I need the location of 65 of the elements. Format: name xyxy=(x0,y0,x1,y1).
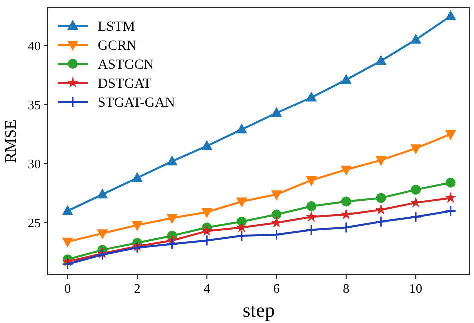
point xyxy=(202,140,213,150)
point xyxy=(202,208,213,218)
point xyxy=(236,222,248,233)
point xyxy=(445,205,457,217)
point xyxy=(445,130,456,140)
point xyxy=(166,156,178,166)
point xyxy=(376,193,386,204)
point xyxy=(376,156,387,166)
legend-label: GCRN xyxy=(98,39,137,54)
point xyxy=(132,242,144,254)
point xyxy=(201,225,213,236)
point xyxy=(411,184,422,195)
point xyxy=(306,176,318,186)
point xyxy=(446,178,456,188)
point xyxy=(236,198,248,208)
point xyxy=(410,196,422,208)
point xyxy=(62,258,74,270)
point xyxy=(410,211,422,223)
y-tick-label: 30 xyxy=(28,156,41,172)
point xyxy=(271,229,283,241)
x-tick-label: 2 xyxy=(134,281,141,296)
point xyxy=(62,238,74,248)
point xyxy=(376,204,387,215)
point xyxy=(271,190,282,201)
x-tick-label: 10 xyxy=(410,281,423,296)
point xyxy=(445,192,457,204)
point xyxy=(166,238,178,250)
point xyxy=(97,230,108,240)
point xyxy=(376,55,387,66)
point xyxy=(62,205,74,216)
point xyxy=(201,234,213,246)
point xyxy=(341,196,352,207)
point xyxy=(410,34,422,44)
point xyxy=(271,107,282,118)
y-axis-title: RMSE xyxy=(3,120,20,164)
x-tick-label: 6 xyxy=(274,281,281,296)
point xyxy=(340,74,352,84)
point xyxy=(166,214,178,224)
x-tick-label: 0 xyxy=(64,281,72,296)
point xyxy=(306,92,318,102)
point xyxy=(340,166,352,176)
legend-label: ASTGCN xyxy=(98,58,154,73)
point xyxy=(236,124,248,134)
point xyxy=(132,172,143,182)
point xyxy=(271,217,282,228)
y-tick-label: 40 xyxy=(28,38,41,54)
point xyxy=(340,222,352,234)
point xyxy=(306,211,318,222)
legend-label: DSTGAT xyxy=(98,77,152,92)
x-tick-label: 4 xyxy=(204,281,211,296)
x-axis-title: step xyxy=(242,300,276,322)
point xyxy=(132,221,143,232)
legend-label: STGAT-GAN xyxy=(98,96,176,111)
point xyxy=(306,224,318,236)
legend-label: LSTM xyxy=(98,20,136,35)
point xyxy=(445,10,456,20)
x-tick-label: 8 xyxy=(343,281,350,296)
point xyxy=(236,230,248,242)
point xyxy=(97,188,108,199)
point xyxy=(306,201,317,212)
y-tick-label: 35 xyxy=(28,97,41,112)
point xyxy=(272,210,282,220)
point xyxy=(375,216,387,228)
point xyxy=(340,208,352,220)
y-tick-label: 25 xyxy=(28,216,41,231)
